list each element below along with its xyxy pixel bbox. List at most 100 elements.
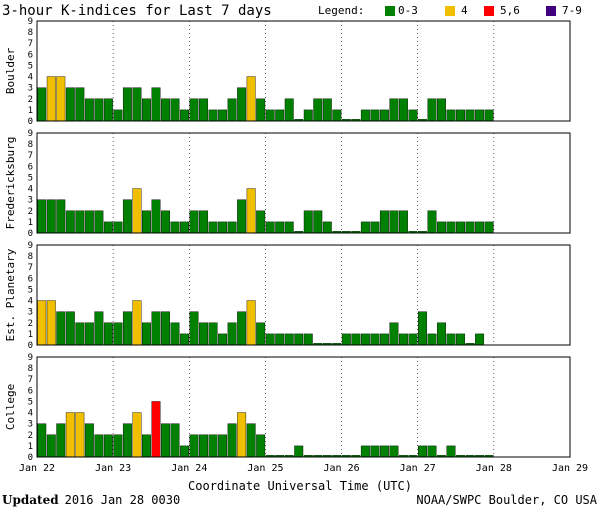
y-tick-label: 0 [28,453,33,463]
y-tick-label: 2 [28,95,33,105]
k-bar: Est. Planetary 1 [303,333,313,346]
k-bar: Est. Planetary 2 [170,322,180,346]
k-bar: College 1 [389,445,399,458]
k-bar: Fredericksburg 1 [484,221,494,234]
k-bar: Est. Planetary 3 [151,311,161,346]
k-bar: Fredericksburg 3 [122,199,132,234]
k-bar: Est. Planetary 1 [351,333,361,346]
x-axis-label: Coordinate Universal Time (UTC) [188,479,412,493]
k-bar: College 3 [161,423,170,458]
k-bar: Boulder 1 [370,109,380,122]
k-bar: Est. Planetary 1 [370,333,380,346]
k-bar: Boulder 3 [237,87,247,122]
k-bar: Boulder 1 [484,109,494,122]
k-bar: College 1 [427,445,437,458]
k-bar: Fredericksburg 4 [246,188,256,234]
k-bar: College 2 [46,434,56,458]
k-bar: Fredericksburg 3 [151,199,161,234]
k-bar: Fredericksburg 2 [94,210,104,234]
k-bar: College 1 [379,445,389,458]
k-bar: Est. Planetary 2 [113,322,123,346]
k-bar: Est. Planetary 2 [141,322,151,346]
k-bar: Fredericksburg 2 [313,210,323,234]
y-tick-label: 4 [28,185,33,195]
k-bar: College 2 [199,434,209,458]
k-bar: Boulder 3 [37,87,47,122]
k-bar: Fredericksburg 2 [141,210,151,234]
y-tick-label: 8 [28,140,33,150]
k-bar: College 2 [113,434,123,458]
y-tick-label: 4 [28,73,33,83]
k-bar: College 2 [256,434,266,458]
k-bar: Fredericksburg 1 [275,221,285,234]
k-bar: Fredericksburg 3 [237,199,247,234]
k-bar: Boulder 2 [199,98,209,122]
k-bar: Est. Planetary 1 [294,333,304,346]
panel-frame [36,20,571,122]
k-bar: Fredericksburg 2 [379,210,389,234]
k-bar: College 3 [170,423,180,458]
k-bar: Boulder 2 [189,98,199,122]
k-bar: Est. Planetary 3 [189,311,199,346]
k-bar: College 1 [294,445,304,458]
k-bar: College 2 [218,434,228,458]
k-bar: Fredericksburg 4 [132,188,142,234]
k-bar: Boulder 4 [46,76,56,122]
y-tick-label: 7 [28,39,33,49]
y-tick-label: 6 [28,386,33,396]
y-tick-label: 0 [28,229,33,239]
x-tick-label: Jan 29 [552,463,588,474]
k-bar: Fredericksburg 1 [218,221,228,234]
k-bar: Fredericksburg 1 [265,221,275,234]
x-tick-label: Jan 22 [19,463,55,474]
k-bar: Boulder 3 [151,87,161,122]
footer-updated-label: Updated [2,493,59,507]
k-bar: Boulder 2 [256,98,266,122]
k-bar: Est. Planetary 2 [389,322,399,346]
y-tick-label: 3 [28,196,33,206]
k-bar: College 1 [360,445,370,458]
k-bar: Boulder 2 [437,98,446,122]
k-bar: College 1 [446,445,456,458]
k-bar: Fredericksburg 2 [303,210,313,234]
k-bar: Est. Planetary 1 [360,333,370,346]
k-bar: Boulder 2 [103,98,113,122]
k-bar: Fredericksburg 3 [46,199,56,234]
y-tick-label: 6 [28,162,33,172]
k-bar: Fredericksburg 2 [84,210,94,234]
k-bar: Est. Planetary 4 [246,300,256,346]
k-bar: Boulder 2 [170,98,180,122]
y-tick-label: 3 [28,308,33,318]
k-bar: Est. Planetary 1 [341,333,351,346]
k-bar: Fredericksburg 2 [389,210,399,234]
y-tick-label: 7 [28,375,33,385]
k-bar: Boulder 3 [122,87,132,122]
k-bar: Est. Planetary 2 [437,322,446,346]
footer-credit: NOAA/SWPC Boulder, CO USA [416,493,597,507]
k-bar: Boulder 2 [427,98,437,122]
panel-est-planetary: Est. Planetary 4Est. Planetary 4Est. Pla… [4,241,571,351]
chart-title: 3-hour K-indices for Last 7 days [2,3,272,19]
legend-label-7-9: 7-9 [562,4,582,17]
k-bar: Boulder 4 [56,76,66,122]
y-tick-label: 2 [28,207,33,217]
y-tick-label: 1 [28,330,33,340]
k-bar: Boulder 1 [265,109,275,122]
footer-updated: Updated 2016 Jan 28 0030 [2,493,180,507]
k-bar: Boulder 2 [313,98,323,122]
k-bar: Est. Planetary 2 [208,322,218,346]
legend-swatch-5-6 [484,6,494,16]
k-bar: Est. Planetary 3 [94,311,104,346]
k-bar: Fredericksburg 1 [180,221,189,234]
k-bar: Boulder 1 [208,109,218,122]
panel-fredericksburg: Fredericksburg 3Fredericksburg 3Frederic… [4,129,571,239]
k-bar: Est. Planetary 2 [103,322,113,346]
k-bar: College 3 [227,423,237,458]
k-bar: Boulder 1 [465,109,475,122]
x-tick-label: Jan 27 [400,463,436,474]
legend-label: Legend: [318,4,364,17]
k-bar: College 2 [141,434,151,458]
k-bar: Boulder 1 [475,109,485,122]
k-bar: Est. Planetary 1 [265,333,275,346]
